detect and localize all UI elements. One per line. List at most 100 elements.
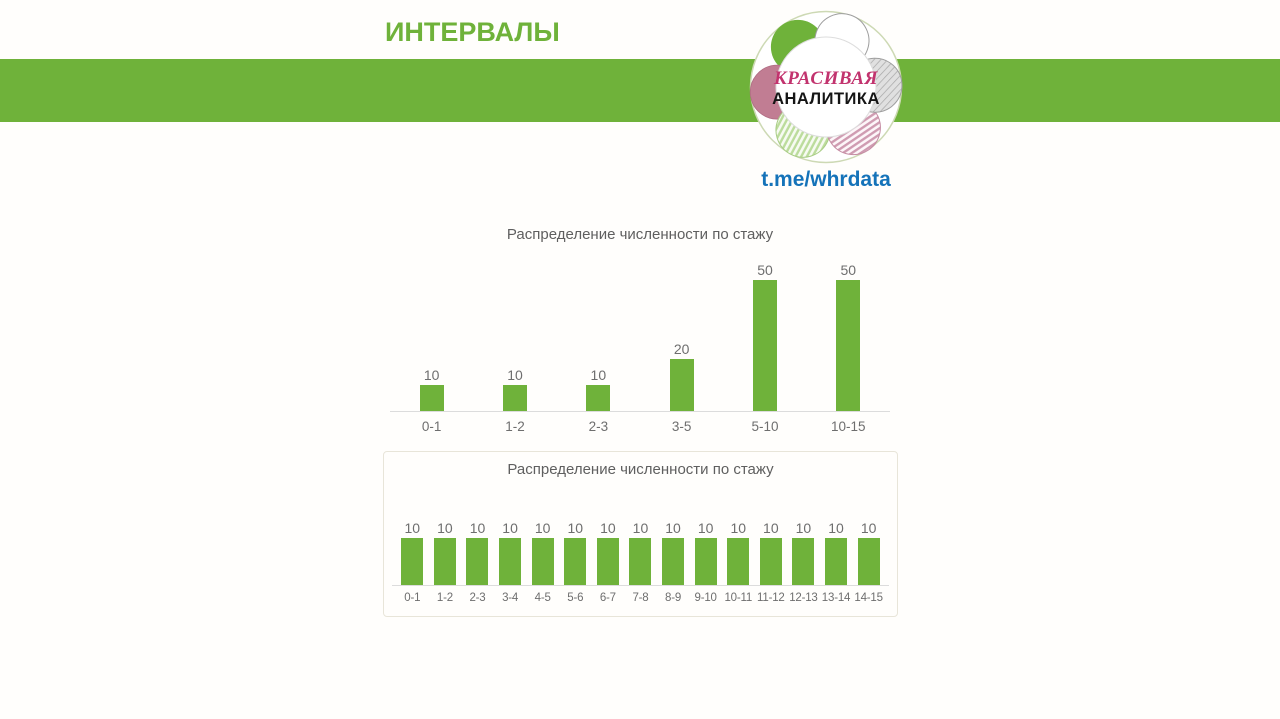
bar <box>466 538 489 585</box>
category-label: 5-10 <box>751 419 779 434</box>
bar-value-label: 10 <box>534 520 551 536</box>
bar-group: 50 <box>807 263 890 411</box>
bar-group: 10 <box>526 521 559 585</box>
bar-group: 10 <box>689 521 722 585</box>
bar-value-label: 10 <box>697 520 714 536</box>
bar-group: 10 <box>494 521 527 585</box>
category-label: 10-11 <box>724 592 753 604</box>
bar-group: 20 <box>640 263 723 411</box>
bar <box>857 538 880 585</box>
bar <box>727 538 750 585</box>
bar-value-label: 10 <box>828 520 844 536</box>
bar <box>531 538 554 585</box>
x-axis-labels: 0-1 1-2 2-3 3-5 5-10 10-15 <box>390 419 890 434</box>
bar-group: 10 <box>787 521 820 585</box>
bar-value-label: 10 <box>423 367 440 383</box>
bar-value-label: 10 <box>632 520 649 536</box>
bar <box>669 359 694 411</box>
bar <box>662 538 685 585</box>
green-band <box>0 59 1280 122</box>
chart-title: Распределение численности по стажу <box>507 461 774 478</box>
category-label: 2-3 <box>469 592 486 604</box>
category-label: 10-15 <box>831 419 866 434</box>
category-label: 2-3 <box>588 419 609 434</box>
category-label: 9-10 <box>694 592 717 604</box>
bar <box>759 538 782 585</box>
category-label: 1-2 <box>505 419 525 434</box>
chart-title: Распределение численности по стажу <box>506 226 774 243</box>
bar-group: 10 <box>429 521 462 585</box>
chart-intervals-grouped: Распределение численности по стажу 10 10 1… <box>390 227 890 434</box>
bar-value-label: 50 <box>840 262 857 278</box>
category-label: 6-7 <box>599 592 616 604</box>
category-label: 0-1 <box>404 592 421 604</box>
bar-value-label: 10 <box>730 520 747 536</box>
bar <box>419 385 444 411</box>
bar <box>564 538 587 585</box>
bar <box>792 538 815 585</box>
bar-group: 10 <box>396 521 429 585</box>
bar-group: 10 <box>557 263 640 411</box>
bar-value-label: 10 <box>502 520 518 536</box>
bar-group: 10 <box>722 521 755 585</box>
bar-value-label: 10 <box>860 520 877 536</box>
bar-value-label: 10 <box>763 520 779 536</box>
category-label: 7-8 <box>632 592 649 604</box>
logo-inner-circle <box>775 36 877 138</box>
bar-group: 10 <box>755 521 788 585</box>
bar-group: 50 <box>723 263 806 411</box>
bar <box>502 385 527 411</box>
category-label: 11-12 <box>757 592 785 604</box>
category-label: 1-2 <box>436 592 453 604</box>
category-label: 5-6 <box>567 592 584 604</box>
bar <box>596 538 619 585</box>
x-axis-line <box>390 411 890 412</box>
bar-value-label: 50 <box>757 262 773 278</box>
bar-group: 10 <box>473 263 556 411</box>
bar-value-label: 10 <box>437 520 453 536</box>
bar-value-label: 10 <box>590 367 607 383</box>
category-label: 13-14 <box>821 592 851 604</box>
chart-intervals-uniform: Распределение численности по стажу 10 10 1… <box>383 451 898 617</box>
bar-value-label: 10 <box>404 520 421 536</box>
category-label: 0-1 <box>421 419 442 434</box>
bar-value-label: 20 <box>673 341 690 357</box>
category-label: 8-9 <box>665 592 682 604</box>
bar <box>499 538 522 585</box>
x-axis-line <box>392 585 889 586</box>
bar <box>825 538 848 585</box>
page-title: ИНТЕРВАЛЫ <box>385 17 560 47</box>
bar-value-label: 10 <box>469 520 486 536</box>
bar-group: 10 <box>657 521 690 585</box>
bar-value-label: 10 <box>665 520 681 536</box>
bar-group: 10 <box>461 521 494 585</box>
bar <box>694 538 717 585</box>
category-label: 12-13 <box>789 592 818 604</box>
chart-plot-area: 10 10 10 20 50 50 <box>390 263 890 411</box>
bar-value-label: 10 <box>507 367 523 383</box>
bar <box>433 538 456 585</box>
bar-value-label: 10 <box>600 520 616 536</box>
logo-text-line2: АНАЛИТИКА <box>772 90 880 108</box>
x-axis-labels: 0-1 1-2 2-3 3-4 4-5 5-6 6-7 7-8 8-9 9-10 10-11 11-1… <box>384 592 897 604</box>
category-label: 14-15 <box>854 592 883 604</box>
chart-plot-area: 10 10 10 10 10 10 10 10 10 10 10 10 10 10 10 <box>384 521 897 585</box>
bar-group: 10 <box>820 521 853 585</box>
flower-logo-icon: КРАСИВАЯ АНАЛИТИКА <box>749 10 903 164</box>
category-label: 3-5 <box>671 419 692 434</box>
brand-logo: КРАСИВАЯ АНАЛИТИКА <box>749 10 903 164</box>
bar <box>401 538 424 585</box>
bar-value-label: 10 <box>795 520 812 536</box>
bar-group: 10 <box>592 521 625 585</box>
logo-text-line1: КРАСИВАЯ <box>773 68 879 89</box>
category-label: 3-4 <box>502 592 519 604</box>
bar-value-label: 10 <box>567 520 584 536</box>
bar-group: 10 <box>390 263 473 411</box>
category-label: 4-5 <box>534 592 551 604</box>
telegram-link[interactable]: t.me/whrdata <box>761 168 891 191</box>
bar <box>629 538 652 585</box>
bar-group: 10 <box>852 521 885 585</box>
bar <box>586 385 611 411</box>
bar <box>836 280 861 411</box>
